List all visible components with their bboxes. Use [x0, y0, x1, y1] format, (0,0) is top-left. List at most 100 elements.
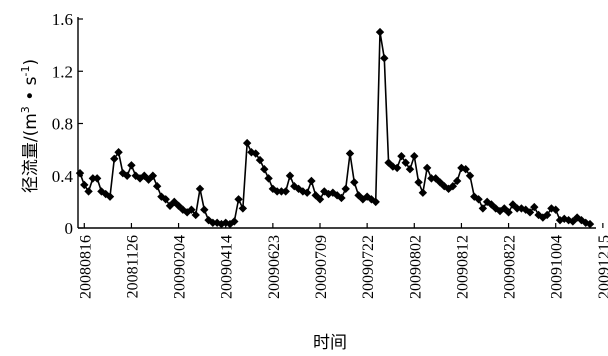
data-point-marker — [285, 171, 295, 180]
data-point-marker — [242, 138, 252, 148]
data-point-marker — [178, 205, 188, 214]
data-point-marker — [427, 174, 436, 183]
y-axis-title-sup2: -1 — [19, 66, 32, 77]
data-point-marker — [152, 182, 162, 191]
data-point-marker — [92, 174, 102, 183]
data-point-marker — [161, 195, 170, 204]
x-tick-label: 20090623 — [266, 235, 283, 299]
data-point-marker — [585, 219, 595, 229]
data-point-marker — [538, 213, 548, 222]
data-point-marker — [542, 210, 552, 220]
x-tick-label: 20090204 — [172, 235, 189, 299]
y-axis-ticks: 0 0.4 0.8 1.2 1.6 — [52, 10, 83, 238]
x-tick-label: 20091004 — [549, 235, 566, 299]
data-point-marker — [277, 187, 286, 196]
data-point-marker — [397, 151, 406, 161]
data-point-marker — [281, 187, 290, 196]
data-point-marker — [200, 205, 209, 214]
data-point-marker — [187, 205, 196, 214]
data-point-marker — [465, 171, 475, 180]
data-point-marker — [401, 158, 410, 167]
data-point-marker — [272, 187, 282, 196]
data-point-marker — [122, 171, 132, 180]
data-point-marker — [114, 148, 123, 157]
data-point-marker — [525, 208, 535, 217]
data-point-marker — [230, 217, 239, 226]
data-point-marker — [75, 168, 85, 178]
x-tick-label: 20090802 — [407, 235, 424, 299]
data-point-marker — [251, 149, 260, 158]
data-point-marker — [530, 202, 539, 212]
data-point-marker — [105, 192, 115, 201]
data-point-marker — [84, 187, 93, 196]
data-point-marker — [238, 204, 248, 213]
data-point-marker — [452, 176, 462, 186]
data-point-marker — [482, 197, 492, 207]
y-axis-title-text: 径流量/(m3 • s-1) — [19, 59, 41, 193]
data-point-marker — [341, 184, 350, 194]
data-point-marker — [504, 208, 513, 217]
x-axis-title: 时间 — [313, 333, 347, 353]
x-tick-label: 20091215 — [596, 235, 608, 299]
data-point-marker — [350, 178, 359, 187]
x-axis-ticks: 20080816 20081126 20090204 20090414 20090623… — [77, 223, 608, 299]
data-point-marker — [191, 210, 200, 220]
data-point-marker — [551, 205, 560, 214]
y-tick-label: 0.4 — [52, 167, 74, 186]
data-point-marker — [478, 204, 488, 213]
x-tick-label: 20090822 — [502, 235, 519, 299]
data-point-marker — [131, 171, 140, 180]
data-point-marker — [414, 178, 423, 187]
y-axis-title-end: ) — [21, 59, 41, 66]
plot-area — [75, 17, 596, 229]
data-point-marker — [110, 154, 119, 163]
data-point-marker — [212, 218, 222, 227]
x-tick-label: 20090812 — [454, 235, 471, 299]
data-point-marker — [345, 149, 355, 158]
data-point-marker — [260, 165, 269, 174]
y-axis-title: 径流量/(m3 • s-1) — [19, 59, 41, 193]
data-point-marker — [371, 197, 380, 207]
data-point-marker — [315, 195, 325, 204]
data-point-marker — [508, 200, 518, 209]
data-point-marker — [500, 204, 509, 213]
data-point-marker — [521, 205, 530, 214]
data-point-marker — [380, 53, 389, 63]
data-point-marker — [474, 195, 483, 204]
data-point-marker — [581, 218, 590, 227]
data-point-marker — [208, 218, 218, 227]
data-point-marker — [255, 155, 265, 165]
y-tick-label: 0 — [65, 219, 74, 238]
y-axis-title-main: 径流量/(m — [21, 113, 41, 193]
y-tick-label: 1.2 — [52, 62, 73, 81]
data-point-marker — [375, 27, 385, 37]
data-point-marker — [435, 178, 445, 187]
data-point-marker — [410, 151, 419, 161]
data-point-marker — [422, 163, 432, 173]
data-point-marker — [148, 171, 158, 180]
data-point-marker — [127, 161, 136, 170]
data-point-marker — [560, 214, 569, 224]
y-tick-label: 0.8 — [52, 115, 73, 134]
data-point-marker — [337, 193, 346, 203]
data-point-marker — [195, 184, 205, 194]
data-point-marker — [418, 188, 428, 197]
y-axis-title-mid: • s — [21, 76, 41, 106]
data-point-marker — [461, 165, 470, 174]
data-point-marker — [302, 188, 312, 197]
y-axis-title-sup1: 3 — [19, 106, 32, 113]
data-point-marker — [264, 174, 273, 183]
x-tick-label: 20090709 — [313, 235, 330, 299]
data-point-marker — [512, 204, 522, 213]
data-point-marker — [234, 195, 243, 204]
data-point-marker — [405, 165, 415, 174]
data-point-marker — [392, 163, 402, 173]
data-point-marker — [307, 176, 316, 186]
y-tick-label: 1.6 — [52, 10, 73, 29]
data-point-marker — [448, 182, 458, 191]
x-tick-label: 20090722 — [360, 235, 377, 299]
x-tick-label: 20081126 — [124, 235, 141, 298]
x-tick-label: 20080816 — [77, 235, 94, 299]
data-point-marker — [80, 180, 89, 190]
